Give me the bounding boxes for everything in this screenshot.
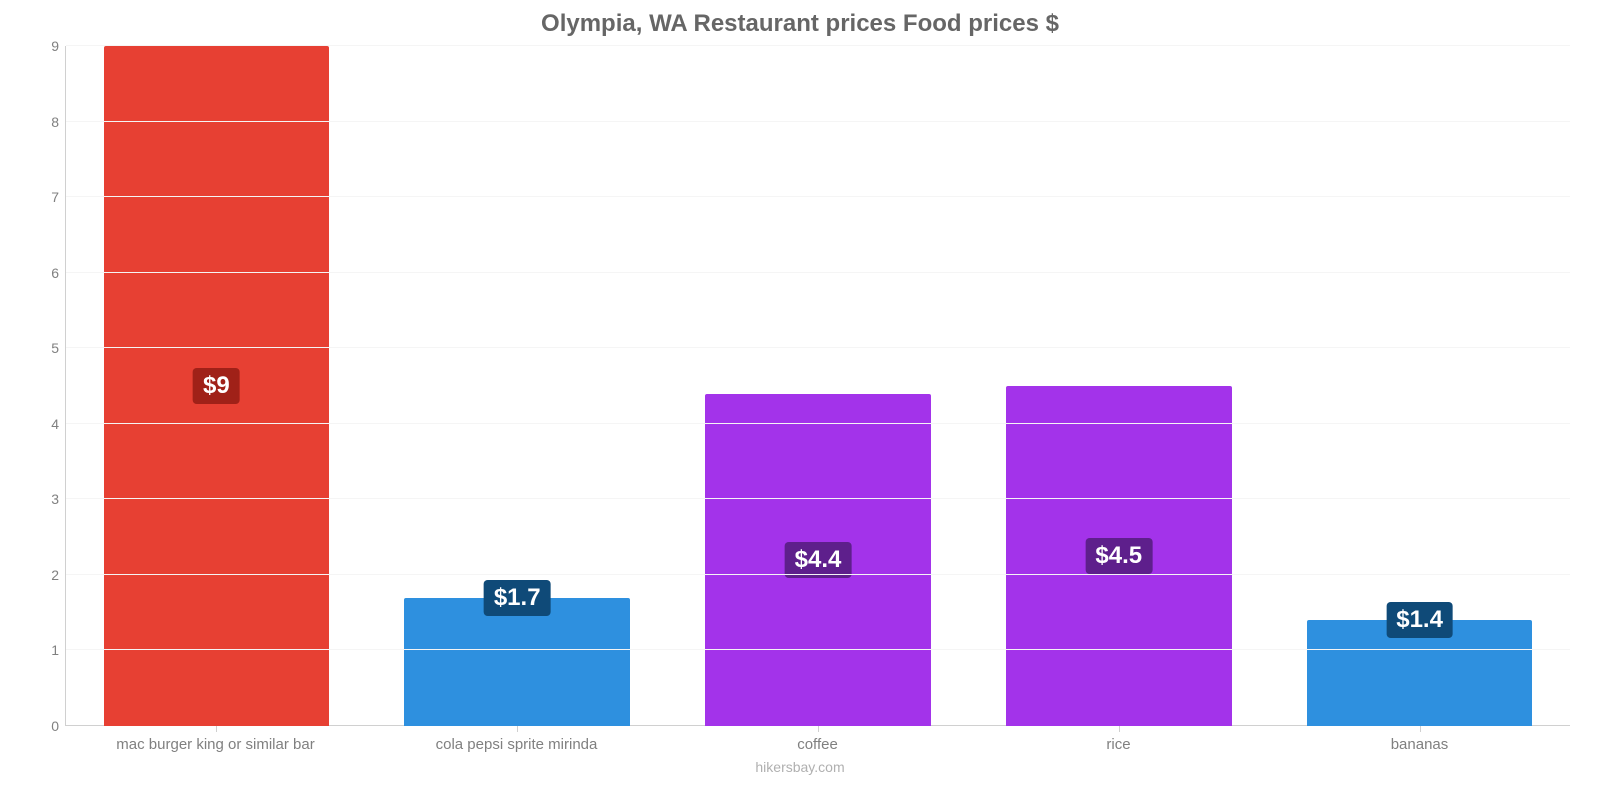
- x-tick-mark: [1119, 726, 1120, 732]
- x-tick-mark: [1420, 726, 1421, 732]
- chart-caption: hikersbay.com: [30, 759, 1570, 775]
- y-tick-label: 8: [24, 114, 59, 130]
- y-tick-label: 0: [24, 718, 59, 734]
- chart-title: Olympia, WA Restaurant prices Food price…: [30, 10, 1570, 38]
- bar: $4.4: [705, 394, 931, 726]
- bar-slot: $1.7: [367, 46, 668, 726]
- y-tick-label: 9: [24, 38, 59, 54]
- y-axis: 0123456789: [30, 46, 65, 726]
- bar-slot: $4.5: [968, 46, 1269, 726]
- gridline: [66, 272, 1570, 273]
- bar-value-label: $1.4: [1386, 602, 1453, 638]
- price-bar-chart: Olympia, WA Restaurant prices Food price…: [0, 0, 1600, 800]
- gridline: [66, 574, 1570, 575]
- bars-container: $9 $1.7 $4.4 $4.5 $1.4: [66, 46, 1570, 726]
- y-tick-label: 1: [24, 642, 59, 658]
- gridline: [66, 423, 1570, 424]
- y-tick-label: 7: [24, 189, 59, 205]
- gridline: [66, 347, 1570, 348]
- bar-value-label: $9: [193, 368, 240, 404]
- bar: $9: [104, 46, 330, 726]
- x-tick-region: rice: [968, 726, 1269, 753]
- plot-body: $9 $1.7 $4.4 $4.5 $1.4: [65, 46, 1570, 726]
- bar-slot: $9: [66, 46, 367, 726]
- gridline: [66, 498, 1570, 499]
- bar: $1.7: [404, 598, 630, 726]
- y-tick-label: 2: [24, 567, 59, 583]
- y-tick-label: 6: [24, 265, 59, 281]
- x-tick-mark: [216, 726, 217, 732]
- gridline: [66, 45, 1570, 46]
- x-tick-region: mac burger king or similar bar: [65, 726, 366, 753]
- y-tick-label: 5: [24, 340, 59, 356]
- bar-slot: $4.4: [668, 46, 969, 726]
- gridline: [66, 649, 1570, 650]
- bar-value-label: $1.7: [484, 580, 551, 616]
- x-tick-mark: [517, 726, 518, 732]
- y-tick-label: 4: [24, 416, 59, 432]
- y-tick-label: 3: [24, 491, 59, 507]
- x-axis: mac burger king or similar barcola pepsi…: [65, 726, 1570, 753]
- x-tick-mark: [818, 726, 819, 732]
- bar: $1.4: [1307, 620, 1533, 726]
- gridline: [66, 196, 1570, 197]
- x-tick-region: bananas: [1269, 726, 1570, 753]
- gridline: [66, 121, 1570, 122]
- plot-area: 0123456789 $9 $1.7 $4.4 $4.5 $1.4: [30, 46, 1570, 726]
- x-tick-region: coffee: [667, 726, 968, 753]
- bar-slot: $1.4: [1269, 46, 1570, 726]
- x-tick-region: cola pepsi sprite mirinda: [366, 726, 667, 753]
- bar: $4.5: [1006, 386, 1232, 726]
- bar-value-label: $4.5: [1085, 538, 1152, 574]
- bar-value-label: $4.4: [785, 542, 852, 578]
